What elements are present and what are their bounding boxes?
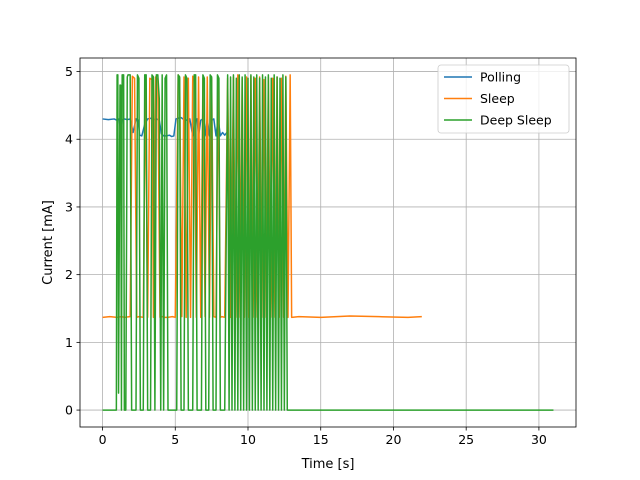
axes: 0 5 10 15 20 25 30 0 1 2 3 4 5 [65,57,577,447]
y-tick-label: 0 [65,403,73,418]
y-tick-label: 3 [65,199,73,214]
x-tick-label: 0 [99,432,107,447]
y-tick-label: 2 [65,267,73,282]
legend-label: Sleep [480,91,515,106]
x-tick-label: 30 [531,432,547,447]
x-tick-label: 20 [386,432,402,447]
x-tick-label: 5 [171,432,179,447]
legend: Polling Sleep Deep Sleep [437,64,570,134]
series-lines [102,74,554,411]
y-tick-label: 4 [65,132,73,147]
y-tick-label: 1 [65,335,73,350]
legend-label: Polling [480,70,521,85]
x-tick-label: 25 [458,432,474,447]
legend-box [437,64,570,134]
x-axis-label: Time [s] [301,457,355,472]
x-tick-label: 10 [240,432,256,447]
y-tick-label: 5 [65,64,73,79]
legend-label: Deep Sleep [480,113,552,128]
x-tick-label: 15 [313,432,329,447]
y-axis-label: Current [mA] [41,200,56,285]
series-line-deep-sleep [102,74,554,411]
axes-frame [79,57,577,428]
